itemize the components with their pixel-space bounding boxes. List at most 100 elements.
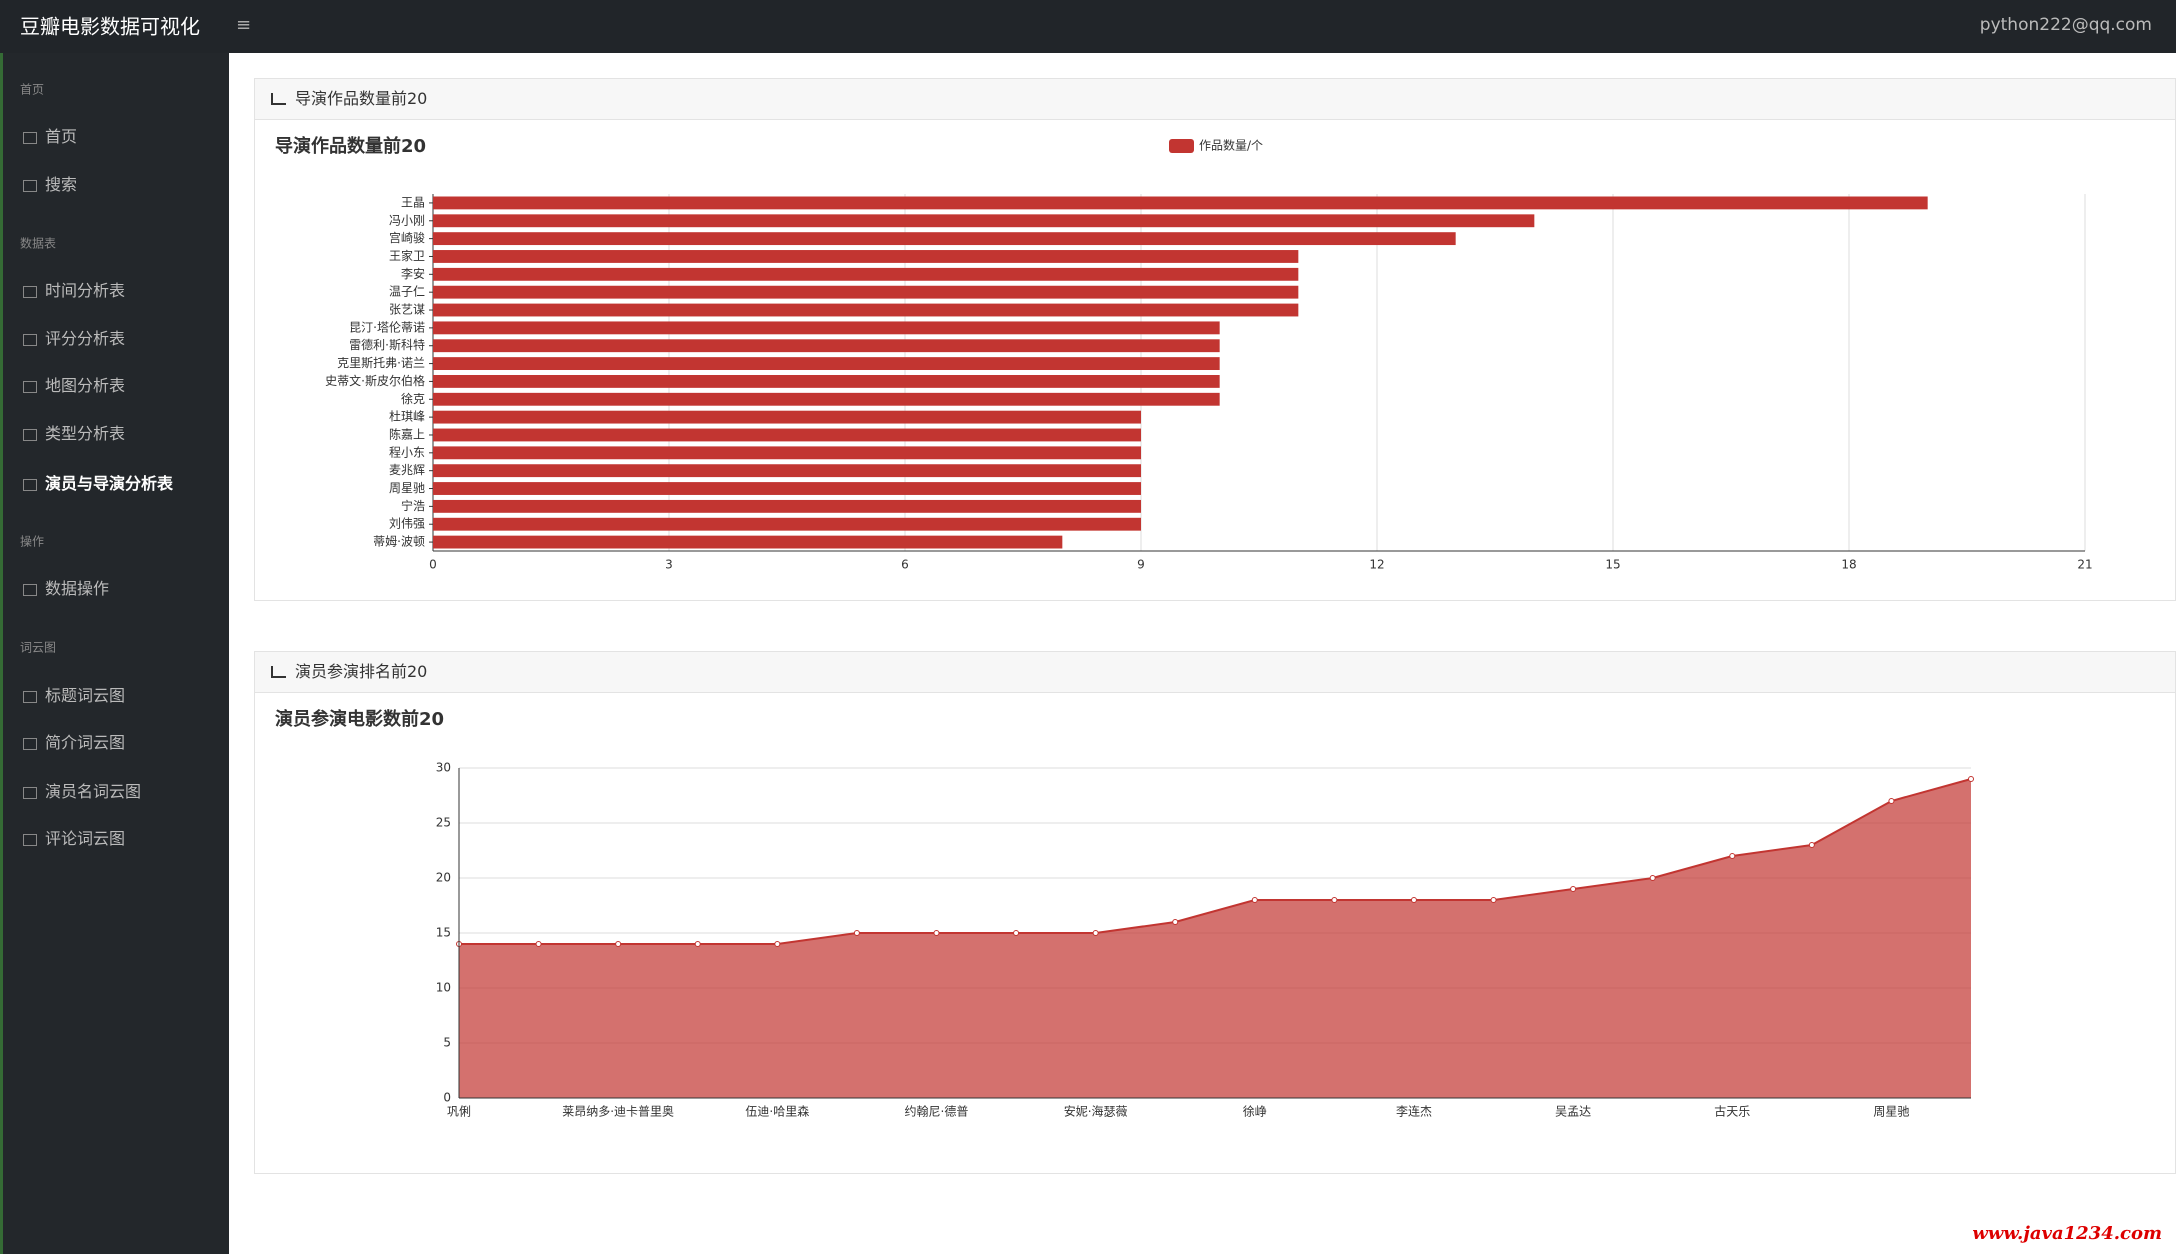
bar bbox=[433, 446, 1141, 460]
x-tick-label: 李连杰 bbox=[1396, 1104, 1432, 1119]
bar bbox=[433, 321, 1220, 335]
point bbox=[1410, 897, 1417, 903]
y-tick-label: 10 bbox=[436, 981, 451, 995]
point bbox=[1172, 919, 1179, 925]
panel-title: 演员参演排名前20 bbox=[255, 652, 2175, 693]
bar bbox=[433, 535, 1063, 549]
nav-item[interactable]: 搜索 bbox=[23, 171, 77, 195]
bar bbox=[433, 339, 1220, 353]
y-tick-label: 史蒂文·斯皮尔伯格 bbox=[325, 373, 425, 388]
bar bbox=[433, 410, 1141, 424]
y-tick-label: 0 bbox=[443, 1091, 451, 1105]
sidebar: 首页 首页 搜索 数据表 时间分析表 评分分析表 地图分析表 类型分析表 演员与导演分析表 操作数… bbox=[0, 53, 229, 1254]
bar bbox=[433, 303, 1299, 317]
y-tick-label: 杜琪峰 bbox=[389, 409, 425, 424]
chart-title: 导演作品数量前20 bbox=[275, 135, 426, 157]
app-title[interactable]: 豆瓣电影数据可视化 bbox=[20, 14, 200, 39]
y-tick-label: 程小东 bbox=[389, 444, 425, 459]
point bbox=[1808, 842, 1815, 848]
area bbox=[459, 779, 1971, 1098]
bar bbox=[433, 267, 1299, 281]
bar bbox=[433, 214, 1535, 228]
nav-item[interactable]: 标题词云图 bbox=[23, 682, 125, 706]
point bbox=[1013, 930, 1020, 936]
point bbox=[1331, 897, 1338, 903]
bar bbox=[433, 517, 1141, 531]
point bbox=[615, 941, 622, 947]
point bbox=[1968, 776, 1974, 782]
nav-item[interactable]: 演员名词云图 bbox=[23, 778, 141, 802]
y-tick-label: 李安 bbox=[401, 266, 425, 281]
nav-item[interactable]: 时间分析表 bbox=[23, 277, 125, 301]
point bbox=[774, 941, 781, 947]
y-tick-label: 25 bbox=[436, 816, 451, 830]
y-tick-label: 刘伟强 bbox=[389, 517, 425, 531]
x-tick-label: 伍迪·哈里森 bbox=[745, 1104, 809, 1119]
nav-item[interactable]: 首页 bbox=[23, 123, 77, 147]
y-tick-label: 昆汀·塔伦蒂诺 bbox=[349, 319, 425, 334]
section-label: 词云图 bbox=[20, 640, 57, 655]
x-tick-label: 吴孟达 bbox=[1555, 1105, 1591, 1119]
x-tick-label: 3 bbox=[665, 558, 673, 572]
x-tick-label: 0 bbox=[429, 558, 437, 572]
x-tick-label: 21 bbox=[2077, 558, 2092, 572]
legend-swatch bbox=[1169, 139, 1194, 153]
bar bbox=[433, 428, 1141, 442]
point bbox=[694, 941, 701, 947]
y-tick-label: 王晶 bbox=[401, 195, 425, 209]
point bbox=[1251, 897, 1258, 903]
nav-item[interactable]: 数据操作 bbox=[23, 575, 109, 599]
x-tick-label: 徐峥 bbox=[1243, 1104, 1267, 1119]
bar bbox=[433, 196, 1928, 210]
nav-item[interactable]: 类型分析表 bbox=[23, 420, 125, 444]
top-bar: 豆瓣电影数据可视化 ≡ python222@qq.com bbox=[0, 0, 2176, 53]
section-label: 首页 bbox=[20, 82, 45, 97]
x-tick-label: 巩俐 bbox=[447, 1105, 471, 1119]
x-tick-label: 约翰尼·德普 bbox=[905, 1104, 969, 1119]
y-tick-label: 冯小刚 bbox=[389, 213, 425, 227]
menu-toggle[interactable]: ≡ bbox=[236, 14, 252, 36]
y-tick-label: 张艺谋 bbox=[389, 303, 425, 317]
nav-item[interactable]: 演员与导演分析表 bbox=[23, 470, 173, 494]
nav-item[interactable]: 地图分析表 bbox=[23, 372, 125, 396]
nav-item[interactable]: 评论词云图 bbox=[23, 825, 125, 849]
bar bbox=[433, 464, 1141, 478]
y-tick-label: 克里斯托弗·诺兰 bbox=[337, 356, 425, 370]
y-tick-label: 麦兆辉 bbox=[389, 463, 425, 477]
nav-item[interactable]: 简介词云图 bbox=[23, 729, 125, 753]
bar bbox=[433, 482, 1141, 495]
bar bbox=[433, 250, 1299, 263]
x-tick-label: 古天乐 bbox=[1714, 1104, 1750, 1119]
user-menu[interactable]: python222@qq.com bbox=[1979, 15, 2152, 35]
section-label: 数据表 bbox=[20, 236, 57, 251]
y-tick-label: 周星驰 bbox=[389, 481, 425, 495]
panel-title: 导演作品数量前20 bbox=[255, 79, 2175, 120]
x-tick-label: 安妮·海瑟薇 bbox=[1064, 1104, 1128, 1119]
y-tick-label: 宫崎骏 bbox=[389, 230, 425, 245]
x-tick-label: 18 bbox=[1841, 558, 1856, 572]
point bbox=[535, 941, 542, 947]
y-tick-label: 20 bbox=[436, 871, 451, 885]
bar bbox=[433, 374, 1220, 388]
line bbox=[459, 778, 1972, 945]
bar bbox=[433, 392, 1220, 406]
nav-item[interactable]: 评分分析表 bbox=[23, 325, 125, 349]
y-tick-label: 陈嘉上 bbox=[389, 426, 425, 441]
bar bbox=[433, 357, 1220, 371]
x-tick-label: 9 bbox=[1137, 558, 1145, 572]
y-tick-label: 宁浩 bbox=[401, 498, 425, 513]
y-tick-label: 5 bbox=[443, 1036, 451, 1050]
point bbox=[1649, 875, 1656, 881]
bar bbox=[433, 232, 1456, 246]
point bbox=[853, 930, 860, 936]
y-tick-label: 30 bbox=[436, 761, 451, 775]
y-tick-label: 温子仁 bbox=[389, 285, 425, 299]
y-tick-label: 15 bbox=[436, 926, 451, 940]
bar bbox=[433, 499, 1141, 513]
x-tick-label: 12 bbox=[1369, 558, 1384, 572]
y-tick-label: 徐克 bbox=[401, 391, 425, 406]
y-tick-label: 蒂姆·波顿 bbox=[373, 535, 425, 549]
point bbox=[1092, 930, 1099, 936]
